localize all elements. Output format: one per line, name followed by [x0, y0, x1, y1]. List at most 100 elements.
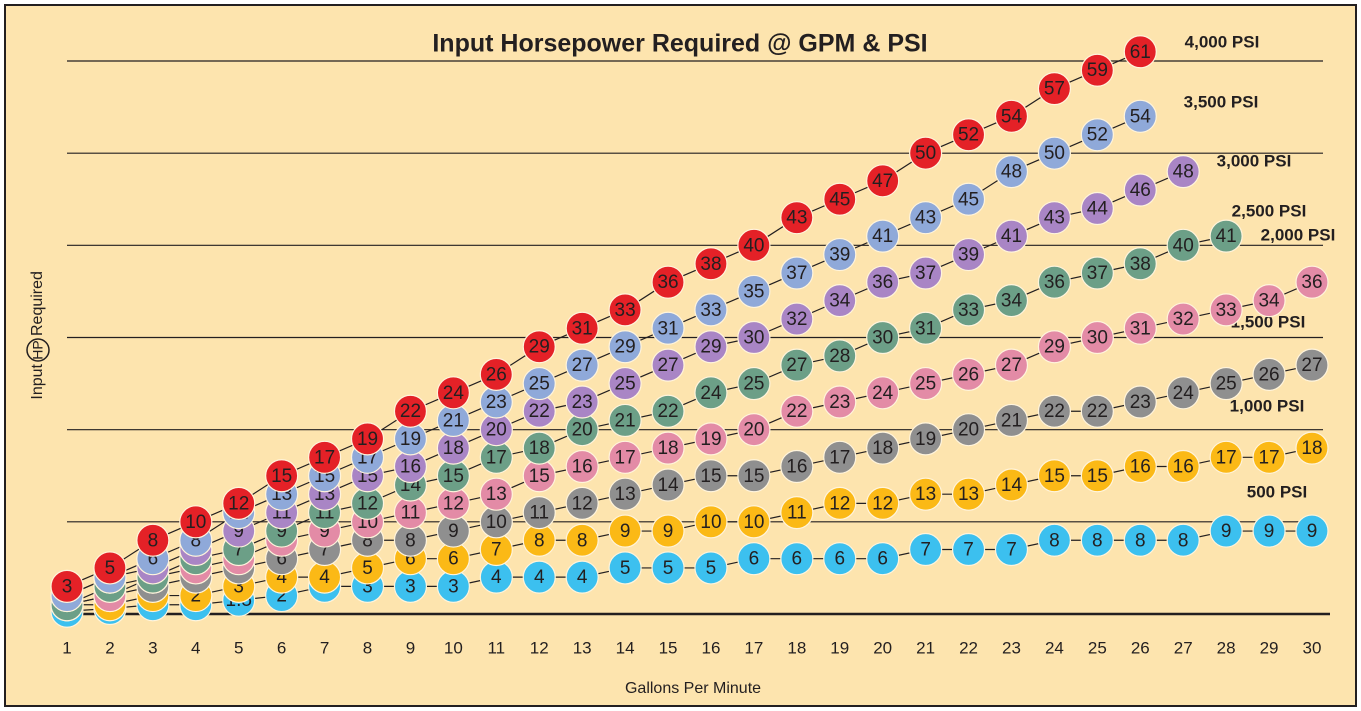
data-label: 6 — [749, 549, 760, 570]
data-point — [1209, 366, 1243, 401]
data-label: 30 — [743, 328, 764, 349]
data-point — [608, 440, 642, 474]
data-label: 20 — [743, 420, 764, 441]
data-label: 15 — [443, 466, 464, 487]
data-point — [565, 348, 599, 382]
data-point — [780, 302, 814, 336]
data-point — [1123, 311, 1157, 345]
x-tick-label: 6 — [277, 638, 286, 657]
data-point — [951, 118, 986, 152]
data-label: 22 — [529, 401, 550, 422]
data-label: 37 — [786, 263, 807, 284]
data-point — [1080, 256, 1114, 290]
x-axis-label: Gallons Per Minute — [625, 680, 761, 697]
data-label: 19 — [400, 429, 421, 450]
x-tick-label: 13 — [573, 638, 592, 657]
data-label: 31 — [657, 318, 678, 339]
data-point — [780, 256, 814, 290]
data-point — [1037, 265, 1072, 299]
series-label: 2,000 PSI — [1261, 225, 1336, 244]
data-label: 25 — [743, 374, 764, 395]
data-label: 20 — [958, 420, 979, 441]
x-tick-label: 4 — [191, 638, 200, 657]
data-point — [909, 201, 943, 235]
data-point — [909, 256, 943, 290]
data-point — [522, 330, 556, 364]
data-label: 50 — [915, 143, 936, 164]
data-label: 29 — [1044, 337, 1065, 358]
data-point — [608, 551, 642, 585]
data-label: 23 — [572, 392, 593, 413]
data-point — [608, 366, 642, 401]
data-label: 17 — [314, 447, 335, 468]
data-point — [651, 394, 685, 428]
data-label: 2 — [191, 586, 202, 607]
data-point — [651, 348, 685, 382]
y-axis-label: Input HP Required — [26, 271, 50, 400]
data-label: 9 — [663, 521, 674, 542]
data-label: 8 — [191, 530, 202, 551]
data-label: 9 — [620, 521, 631, 542]
data-point — [522, 496, 556, 530]
data-label: 39 — [958, 245, 979, 266]
data-label: 36 — [872, 272, 893, 293]
data-label: 20 — [486, 420, 507, 441]
data-label: 12 — [443, 493, 464, 514]
data-point — [823, 486, 857, 520]
data-point — [651, 468, 685, 502]
data-label: 35 — [743, 281, 764, 302]
data-label: 31 — [1130, 318, 1151, 339]
data-point — [1123, 173, 1157, 207]
data-point — [994, 155, 1029, 189]
data-label: 22 — [657, 401, 678, 422]
data-point — [866, 486, 900, 520]
data-label: 23 — [486, 392, 507, 413]
data-label: 29 — [700, 337, 721, 358]
data-point — [608, 514, 642, 548]
data-label: 10 — [185, 512, 206, 533]
data-label: 4 — [577, 567, 588, 588]
x-tick-label: 25 — [1088, 638, 1107, 657]
series-label: 2,500 PSI — [1232, 201, 1307, 220]
data-label: 39 — [829, 245, 850, 266]
data-label: 15 — [271, 466, 292, 487]
data-label: 15 — [1044, 466, 1065, 487]
data-label: 22 — [786, 401, 807, 422]
data-label: 40 — [1173, 235, 1194, 256]
data-point — [1123, 35, 1157, 69]
data-label: 9 — [1264, 521, 1275, 542]
data-point — [1166, 449, 1200, 484]
data-label: 52 — [1087, 125, 1108, 146]
data-label: 5 — [362, 558, 373, 579]
x-tick-label: 18 — [787, 638, 806, 657]
data-label: 12 — [829, 493, 850, 514]
series-line — [66, 235, 1227, 606]
data-point — [694, 247, 728, 281]
data-point — [1123, 449, 1157, 484]
data-label: 15 — [1087, 466, 1108, 487]
data-point — [651, 311, 685, 345]
x-tick-label: 23 — [1002, 638, 1021, 657]
data-label: 43 — [786, 208, 807, 229]
data-point — [651, 551, 685, 585]
data-label: 6 — [276, 549, 287, 570]
data-label: 21 — [615, 410, 636, 431]
data-point — [909, 311, 943, 345]
data-point — [522, 560, 556, 594]
data-point — [866, 265, 900, 299]
data-point — [994, 468, 1029, 502]
data-label: 13 — [486, 484, 507, 505]
series-label: 1,500 PSI — [1231, 312, 1306, 331]
x-tick-label: 16 — [702, 638, 721, 657]
data-label: 27 — [572, 355, 593, 376]
data-point — [1037, 72, 1072, 106]
data-point — [1037, 330, 1072, 364]
data-point — [565, 385, 599, 419]
data-label: 24 — [700, 383, 722, 404]
data-label: 7 — [1006, 539, 1017, 560]
data-label: 10 — [486, 512, 507, 533]
data-point — [1037, 523, 1072, 557]
data-point — [608, 330, 642, 364]
data-point — [866, 164, 900, 198]
